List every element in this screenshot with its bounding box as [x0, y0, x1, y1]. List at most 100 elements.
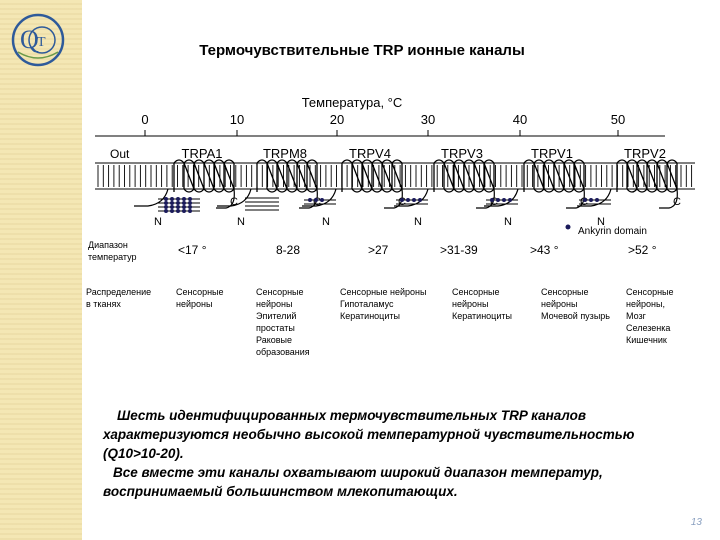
tissue-distribution-trpm8: Сенсорные нейроны Эпителий простаты Раковые о… — [256, 286, 310, 358]
tissue-item: Мозг — [626, 311, 646, 321]
tissue-item: Сенсорные — [176, 287, 224, 297]
tissue-item: нейроны — [176, 299, 213, 309]
ankyrin-dot — [176, 201, 180, 205]
tissue-distribution-trpv3: Сенсорные нейроны Кератиноциты — [452, 286, 512, 322]
tissue-item: Селезенка — [626, 323, 671, 333]
tissue-item: Сенсорные — [541, 287, 589, 297]
tissue-item: Кератиноциты — [340, 311, 400, 321]
tissue-item: Раковые — [256, 335, 293, 345]
ankyrin-dot — [176, 197, 180, 201]
ankyrin-dot — [400, 198, 404, 202]
ankyrin-dot — [170, 201, 174, 205]
n-terminus-label: N — [504, 216, 512, 228]
ankyrin-legend-label: Ankyrin domain — [578, 226, 647, 237]
trp-channels-diagram: Температура, °C 0 10 20 30 40 50 Out TRPA1 TRP… — [95, 95, 695, 237]
paragraph-line: воспринимаемый большинством млекопитающи… — [103, 484, 458, 499]
ankyrin-dot — [595, 198, 599, 202]
ankyrin-dot — [496, 198, 500, 202]
tissue-distribution-trpv4: Сенсорные нейроны Гипоталамус Кератиноциты — [340, 286, 426, 322]
ankyrin-dot — [508, 198, 512, 202]
temperature-range-trpm8: 8-28 — [276, 243, 301, 257]
ankyrin-dot — [170, 209, 174, 213]
channel-name-trpm8: TRPM8 — [263, 146, 307, 161]
logo-icon: Q T — [11, 13, 65, 67]
n-terminus-tail — [577, 188, 612, 207]
channel-name-trpv4: TRPV4 — [349, 146, 391, 161]
channel-name-trpv2: TRPV2 — [624, 146, 666, 161]
ankyrin-dot — [406, 198, 410, 202]
logo-letter: Q — [20, 25, 39, 54]
temperature-tick-label: 30 — [421, 112, 435, 127]
tissue-item: Гипоталамус — [340, 299, 394, 309]
temperature-range-trpa1: <17 ° — [178, 243, 207, 257]
n-terminus-tail — [134, 188, 169, 207]
transmembrane-helices — [173, 159, 235, 193]
temperature-tick-label: 0 — [141, 112, 148, 127]
temperature-range-trpv3: >31-39 — [440, 243, 478, 257]
n-terminus-tail — [302, 188, 337, 207]
n-terminus-label: N — [154, 216, 162, 228]
transmembrane-helices — [616, 159, 678, 193]
tissue-item: Сенсорные — [626, 287, 674, 297]
c-terminus-tail — [659, 188, 678, 209]
c-terminus-tail — [384, 188, 403, 209]
ankyrin-dot — [164, 197, 168, 201]
c-terminus-tail — [299, 188, 318, 209]
ankyrin-dot — [490, 198, 494, 202]
n-terminus-label: N — [597, 216, 605, 228]
tissue-item: Сенсорные — [452, 287, 500, 297]
ankyrin-legend-dot — [565, 224, 571, 230]
tissue-distribution-trpa1: Сенсорные нейроны — [176, 286, 224, 310]
temperature-range-trpv1: >43 ° — [530, 243, 559, 257]
channel-name-trpa1: TRPA1 — [182, 146, 223, 161]
ankyrin-dot — [164, 205, 168, 209]
ankyrin-dot — [176, 205, 180, 209]
tissue-distribution-trpv1: Сенсорные нейроны Мочевой пузырь — [541, 286, 610, 322]
summary-paragraph: Шесть идентифицированных термочувствител… — [103, 406, 703, 501]
paragraph-line: Шесть идентифицированных термочувствител… — [117, 408, 587, 423]
channel-name-trpv3: TRPV3 — [441, 146, 483, 161]
tissue-item: нейроны — [541, 299, 578, 309]
ankyrin-dot — [170, 197, 174, 201]
tissue-distribution-trpv2: Сенсорные нейроны, Мозг Селезенка Кишечник — [626, 286, 674, 346]
transmembrane-helices — [256, 159, 318, 193]
tissue-item: Мочевой пузырь — [541, 311, 610, 321]
range-row-label: Диапазон температур — [88, 240, 137, 262]
ankyrin-dot — [176, 209, 180, 213]
temperature-axis-label: Температура, °C — [302, 95, 403, 110]
tissue-item: нейроны — [256, 299, 293, 309]
ankyrin-dot — [182, 205, 186, 209]
out-label: Out — [110, 147, 130, 161]
tissue-item: Кишечник — [626, 335, 667, 345]
temperature-tick-label: 50 — [611, 112, 625, 127]
ankyrin-dot — [164, 209, 168, 213]
tissue-row-label: Распределение в тканях — [86, 287, 152, 309]
c-terminus-tail — [566, 188, 585, 209]
c-terminus-label: C — [313, 196, 321, 208]
ankyrin-dot — [188, 197, 192, 201]
paragraph-line: Все вместе эти каналы охватывают широкий… — [113, 465, 603, 480]
tissue-item: Сенсорные нейроны — [340, 287, 427, 297]
temperature-range-trpv4: >27 — [368, 243, 389, 257]
ankyrin-dot — [188, 201, 192, 205]
c-terminus-tail — [476, 188, 495, 209]
c-terminus-label: C — [490, 196, 498, 208]
tissue-item: Кератиноциты — [452, 311, 512, 321]
channel-name-trpv1: TRPV1 — [531, 146, 573, 161]
ankyrin-dot — [188, 209, 192, 213]
n-terminus-tail — [217, 188, 252, 207]
temperature-tick-label: 40 — [513, 112, 527, 127]
transmembrane-helices — [523, 159, 585, 193]
ankyrin-dot — [412, 198, 416, 202]
ankyrin-dot — [502, 198, 506, 202]
c-terminus-tail — [216, 188, 235, 209]
transmembrane-helices — [433, 159, 495, 193]
c-terminus-label: C — [673, 196, 681, 208]
paragraph-line: (Q10>10-20). — [103, 446, 184, 461]
ankyrin-dot — [188, 205, 192, 209]
ankyrin-dot — [314, 198, 318, 202]
tissue-item: Сенсорные — [256, 287, 304, 297]
ankyrin-dot — [320, 198, 324, 202]
temperature-tick-label: 20 — [330, 112, 344, 127]
tissue-item: простаты — [256, 323, 295, 333]
